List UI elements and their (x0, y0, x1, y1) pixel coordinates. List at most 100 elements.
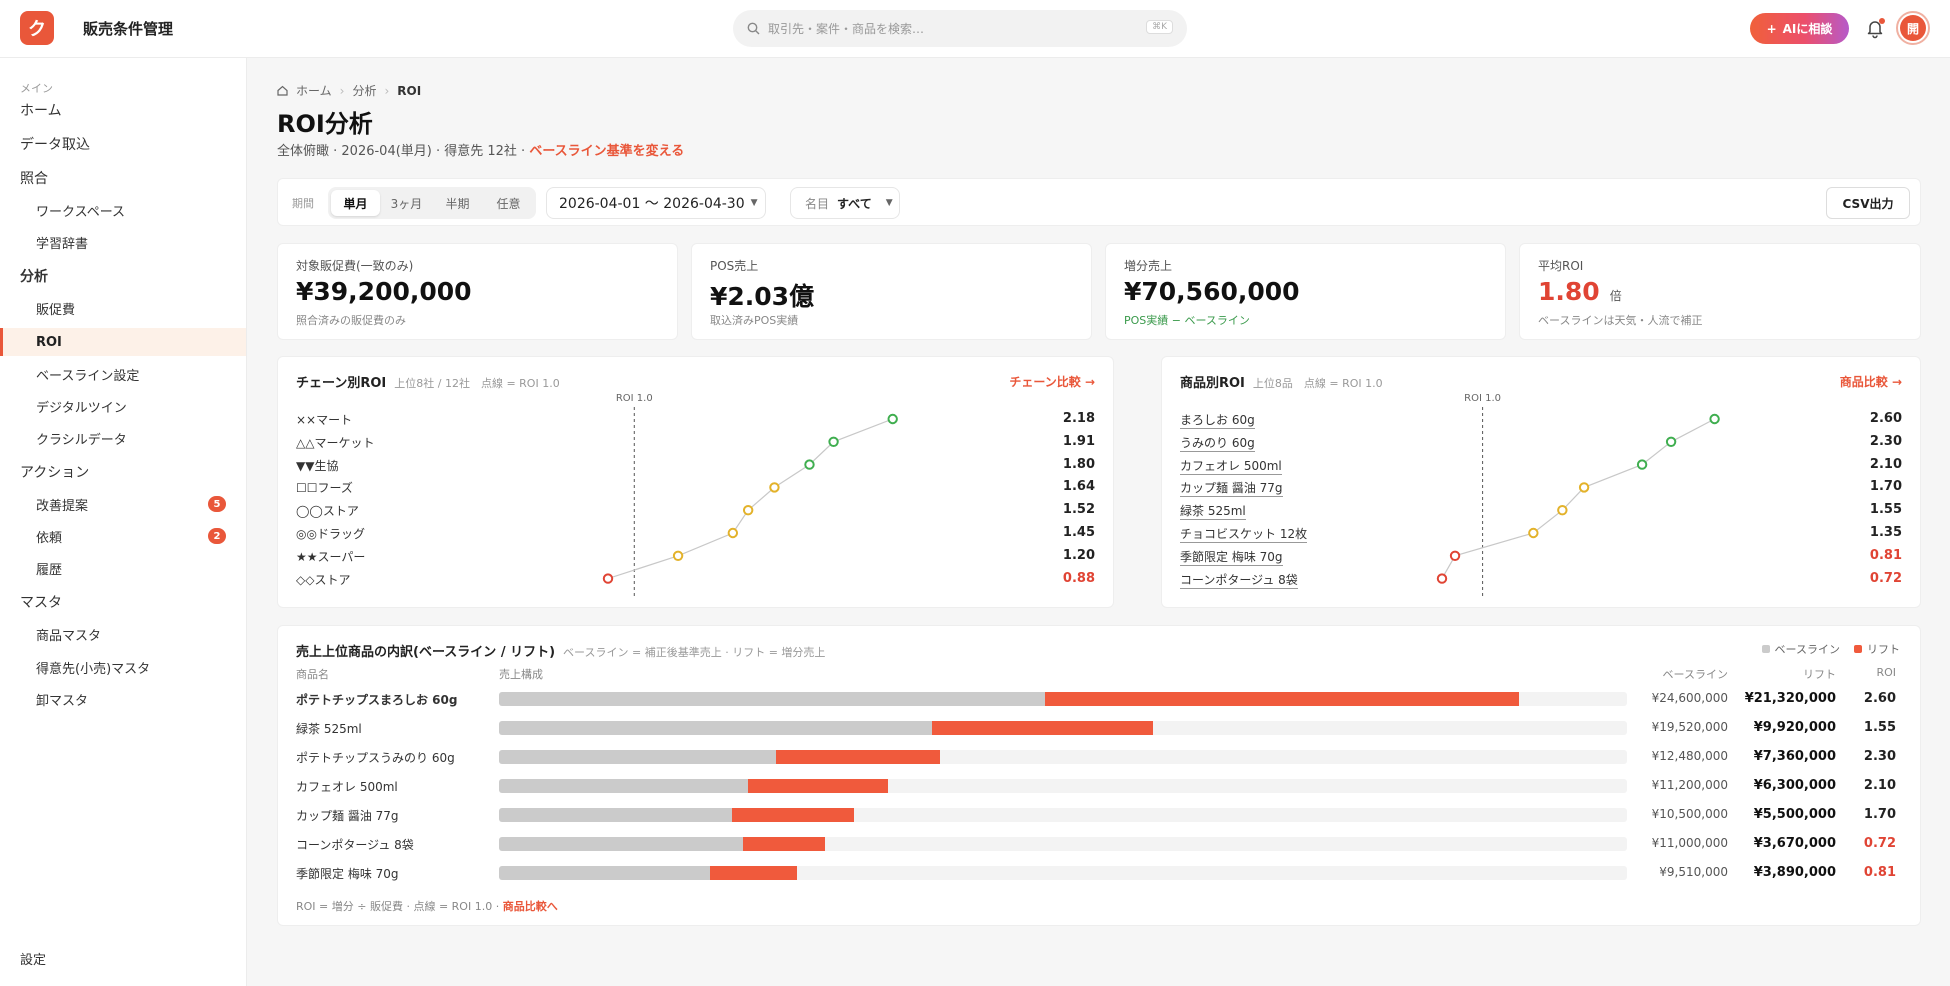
change-baseline-link[interactable]: ベースライン基準を変える (529, 144, 685, 159)
notification-dot (1879, 18, 1885, 24)
period-option-custom[interactable]: 任意 (496, 196, 521, 211)
sidebar-item-master[interactable]: マスタ (20, 595, 62, 611)
search-icon (747, 22, 760, 35)
ai-consult-button[interactable]: + AIに相談 (1750, 13, 1849, 44)
roi-point[interactable] (804, 459, 815, 470)
roi-point[interactable] (727, 527, 739, 539)
lift-bar (1045, 692, 1519, 706)
sidebar-item-workspace[interactable]: ワークスペース (36, 204, 126, 220)
sidebar-item-proposal[interactable]: 改善提案 5 (0, 490, 246, 518)
roi-point[interactable] (1436, 573, 1448, 584)
period-option-3months[interactable]: 3ヶ月 (390, 196, 423, 211)
sidebar-item-wholesale-master[interactable]: 卸マスタ (36, 693, 89, 709)
sidebar-item-product-master[interactable]: 商品マスタ (36, 628, 102, 644)
roi-point[interactable] (1528, 527, 1539, 539)
sidebar-item-settings[interactable]: 設定 (20, 952, 47, 968)
kpi-value: ¥39,200,000 (296, 277, 472, 306)
product_roi-row-label[interactable]: カップ麺 醤油 77g (1180, 481, 1283, 498)
user-avatar[interactable]: 開 (1896, 11, 1930, 45)
chain_roi-row-value: 1.91 (1062, 433, 1095, 449)
sidebar-item-history[interactable]: 履歴 (36, 562, 63, 578)
roi-point[interactable] (1578, 482, 1590, 493)
breakdown-baseline-value: ¥9,510,000 (1659, 865, 1728, 879)
period-option-monthly[interactable]: 単月 (331, 190, 380, 216)
sidebar-item-analysis[interactable]: 分析 (20, 269, 48, 285)
sidebar-item-kurashiru[interactable]: クラシルデータ (36, 432, 127, 448)
app-logo[interactable]: ク (20, 11, 54, 45)
breakdown-lift-value: ¥21,320,000 (1744, 691, 1836, 706)
sidebar-item-dictionary[interactable]: 学習辞書 (36, 236, 89, 252)
sidebar-item-request[interactable]: 依頼 2 (0, 522, 246, 550)
sidebar-item-home[interactable]: ホーム (20, 103, 62, 119)
kpi-label: 増分売上 (1124, 259, 1173, 273)
global-search[interactable]: 取引先・案件・商品を検索… ⌘K (733, 10, 1187, 47)
page-subtitle-text: 全体俯瞰 · 2026-04(単月) · 得意先 12社 · (277, 144, 530, 159)
roi-point[interactable] (1636, 459, 1648, 470)
baseline-bar (499, 750, 777, 764)
roi-point[interactable] (602, 573, 614, 584)
product-compare-link[interactable]: 商品比較 → (1839, 375, 1902, 389)
name-filter-select[interactable]: 名目 すべて ▼ (790, 187, 900, 219)
breadcrumb-analysis[interactable]: 分析 (352, 84, 377, 98)
breadcrumb-home[interactable]: ホーム (296, 84, 332, 98)
date-range-picker[interactable]: 2026-04-01 〜 2026-04-30 ▼ (546, 187, 766, 219)
roi-point[interactable] (769, 482, 780, 493)
product_roi-row-label[interactable]: うみのり 60g (1180, 435, 1255, 452)
baseline-bar (499, 692, 1046, 706)
kpi-label: 対象販促費(一致のみ) (296, 259, 414, 273)
roi-point[interactable] (672, 550, 684, 562)
sidebar-item-roi[interactable]: ROI (0, 328, 246, 356)
chain_roi-row-label: ★★スーパー (296, 549, 366, 564)
sidebar-item-label: 改善提案 (36, 498, 89, 514)
product_roi-row-label[interactable]: 緑茶 525ml (1180, 504, 1246, 521)
chain-compare-link[interactable]: チェーン比較 → (1009, 375, 1095, 389)
product_roi-row-label[interactable]: 季節限定 梅味 70g (1180, 549, 1283, 566)
col-header-baseline: ベースライン (1662, 668, 1728, 681)
lift-bar (743, 837, 825, 851)
chevron-right-icon: › (339, 83, 345, 98)
chain_roi-row-label: ◇◇ストア (296, 572, 351, 587)
product_roi-row-value: 0.81 (1869, 547, 1902, 563)
breakdown-baseline-value: ¥11,200,000 (1651, 778, 1728, 792)
roi-point[interactable] (742, 505, 754, 516)
notification-bell-icon[interactable] (1864, 17, 1886, 39)
breakdown-row-name: カフェオレ 500ml (296, 780, 398, 794)
home-icon (277, 85, 288, 96)
sidebar-item-matching[interactable]: 照合 (20, 171, 48, 187)
product_roi-row-label[interactable]: コーンポタージュ 8袋 (1180, 572, 1298, 589)
legend-label: ベースライン (1774, 643, 1840, 656)
product-compare-footnote-link[interactable]: 商品比較へ (502, 900, 558, 913)
sidebar-item-action[interactable]: アクション (20, 465, 90, 481)
roi-point[interactable] (1709, 413, 1720, 425)
sidebar-item-promo[interactable]: 販促費 (36, 302, 76, 318)
product_roi-row-label[interactable]: カフェオレ 500ml (1180, 458, 1282, 475)
breakdown-lift-value: ¥5,500,000 (1753, 807, 1836, 822)
product_roi-row-label[interactable]: まろしお 60g (1180, 413, 1255, 429)
roi-point[interactable] (887, 413, 898, 425)
csv-export-button[interactable]: CSV出力 (1826, 187, 1910, 219)
breakdown-lift-value: ¥6,300,000 (1753, 778, 1836, 793)
sidebar-item-customer-master[interactable]: 得意先(小売)マスタ (36, 661, 151, 677)
chain-roi-title-text: チェーン別ROI (296, 376, 387, 391)
breakdown-row-name: コーンポタージュ 8袋 (296, 838, 414, 852)
sidebar-item-digital-twin[interactable]: デジタルツイン (36, 400, 127, 416)
chain_roi-row-value: 1.64 (1062, 479, 1095, 495)
breakdown-roi-value: 2.30 (1863, 749, 1896, 764)
roi-point[interactable] (828, 436, 839, 447)
breakdown-roi-value: 1.55 (1863, 720, 1896, 735)
roi-point[interactable] (1557, 505, 1568, 516)
sidebar-item-import[interactable]: データ取込 (20, 137, 90, 153)
roi-point[interactable] (1665, 436, 1677, 447)
app-title: 販売条件管理 (83, 20, 174, 38)
roi-point[interactable] (1449, 550, 1461, 562)
sidebar-item-baseline[interactable]: ベースライン設定 (36, 368, 140, 384)
product_roi-row-label[interactable]: チョコビスケット 12枚 (1180, 527, 1308, 543)
kpi-label: POS売上 (710, 259, 759, 273)
product_roi-row-value: 1.70 (1869, 479, 1902, 495)
period-option-half[interactable]: 半期 (445, 196, 470, 211)
lift-bar (932, 721, 1153, 735)
request-count-badge: 2 (208, 528, 226, 544)
top-bar: ク 販売条件管理 取引先・案件・商品を検索… ⌘K + AIに相談 開 (0, 0, 1950, 58)
breakdown-footnote: ROI = 増分 ÷ 販促費 · 点線 = ROI 1.0 · 商品比較へ (296, 898, 558, 914)
lift-bar (747, 779, 888, 793)
